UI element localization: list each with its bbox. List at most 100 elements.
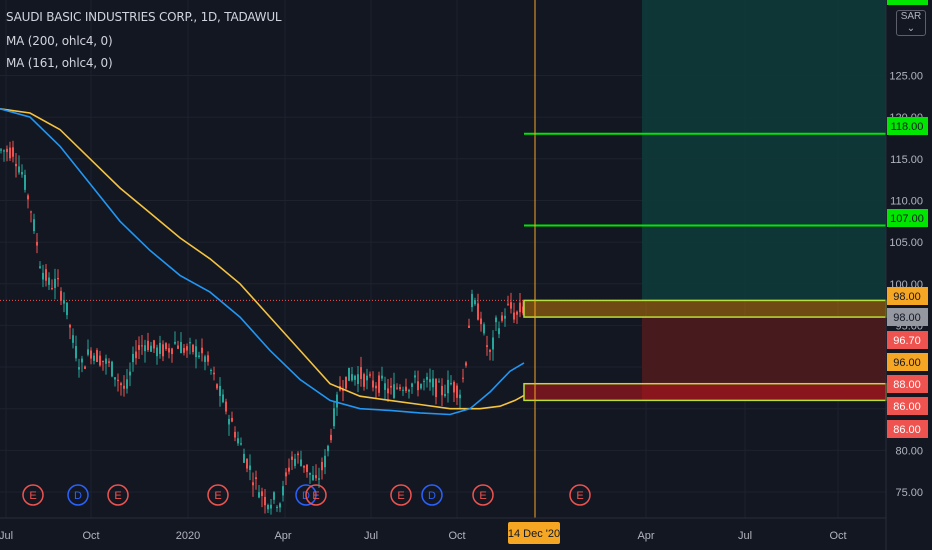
candle-body — [243, 453, 245, 463]
candle-body — [96, 350, 98, 363]
candle-body — [501, 315, 503, 321]
candle-body — [285, 472, 287, 477]
ma-200-line — [0, 108, 525, 416]
candle-body — [411, 383, 413, 387]
candle-body — [405, 386, 407, 391]
candle-body — [294, 458, 296, 466]
candle-body — [162, 344, 164, 357]
candle-body — [219, 385, 221, 396]
candle-body — [366, 375, 368, 381]
candle-body — [24, 174, 26, 190]
candle-body — [84, 366, 86, 369]
candle-body — [141, 345, 143, 347]
symbol-title[interactable]: SAUDI BASIC INDUSTRIES CORP., 1D, TADAWU… — [6, 10, 282, 24]
candle-body — [477, 303, 479, 320]
candle-body — [27, 195, 29, 200]
candle-body — [468, 325, 470, 328]
candle-body — [171, 348, 173, 355]
candle-body — [513, 312, 515, 320]
candle-body — [129, 371, 131, 376]
earnings-marker — [569, 484, 591, 506]
price-axis-label: 110.00 — [890, 195, 923, 207]
candle-body — [111, 361, 113, 377]
candle-body — [279, 503, 281, 508]
time-axis-label: Oct — [82, 530, 99, 542]
candle-body — [333, 408, 335, 427]
price-tag — [887, 117, 928, 135]
profit-zone — [642, 0, 886, 301]
candle-body — [369, 374, 371, 376]
candle-body — [408, 389, 410, 392]
candle-body — [387, 388, 389, 394]
candle-body — [360, 367, 362, 379]
candle-body — [324, 455, 326, 468]
candle-body — [132, 353, 134, 363]
candle-body — [414, 375, 416, 378]
event-marker-label: E — [397, 490, 404, 502]
currency-selector[interactable]: SAR ⌄ — [896, 10, 926, 36]
candle-body — [105, 358, 107, 364]
price-tag — [887, 375, 928, 393]
candle-body — [234, 431, 236, 438]
candle-body — [348, 367, 350, 381]
candle-body — [465, 362, 467, 366]
candle-body — [327, 445, 329, 452]
candle-body — [246, 458, 248, 469]
candle-body — [93, 355, 95, 361]
candle-body — [228, 418, 230, 425]
candle-body — [138, 345, 140, 350]
earnings-marker — [472, 484, 494, 506]
candle-body — [321, 461, 323, 471]
time-axis-label: Jul — [364, 530, 378, 542]
price-tag-top-partial — [887, 0, 928, 5]
event-marker-label: D — [428, 490, 436, 502]
candle-body — [126, 379, 128, 389]
candle-body — [396, 387, 398, 389]
candle-body — [462, 377, 464, 379]
ma-200-legend[interactable]: MA (200, ohlc4, 0) — [6, 34, 113, 48]
entry-zone-box[interactable] — [523, 299, 887, 318]
candle-body — [198, 355, 200, 357]
candle-body — [153, 340, 155, 349]
candle-body — [474, 300, 476, 305]
candle-body — [183, 348, 185, 353]
candle-body — [276, 506, 278, 508]
event-marker-label: E — [479, 490, 486, 502]
candle-body — [510, 302, 512, 309]
candle-body — [30, 211, 32, 213]
candle-body — [381, 375, 383, 379]
candle-body — [330, 434, 332, 441]
candle-body — [303, 465, 305, 468]
candle-body — [480, 318, 482, 325]
candle-body — [258, 492, 260, 498]
price-tag-label: 98.00 — [893, 291, 921, 303]
candle-body — [300, 459, 302, 466]
price-tag-label: 86.00 — [893, 424, 921, 436]
crosshair-date-text: 14 Dec '20 — [508, 528, 560, 540]
candle-body — [267, 504, 269, 510]
ma-161-legend[interactable]: MA (161, ohlc4, 0) — [6, 56, 113, 70]
stop-zone-box[interactable] — [523, 382, 887, 402]
candle-body — [273, 492, 275, 500]
price-axis-label: 125.00 — [889, 71, 923, 83]
time-axis-label: 2020 — [176, 530, 200, 542]
candle-body — [399, 387, 401, 390]
candle-body — [3, 150, 5, 152]
candle-body — [402, 389, 404, 391]
candle-body — [6, 148, 8, 153]
time-axis[interactable]: Jul Oct 2020 Apr Jul Oct Apr Jul Oct — [0, 530, 847, 542]
candle-body — [249, 465, 251, 470]
chevron-down-icon: ⌄ — [906, 23, 916, 34]
candle-body — [81, 358, 83, 363]
candle-body — [189, 342, 191, 344]
price-tag — [887, 331, 928, 349]
candlestick-series — [0, 140, 524, 515]
candle-body — [456, 385, 458, 398]
candle-body — [288, 467, 290, 472]
candle-body — [378, 375, 380, 393]
candle-body — [393, 384, 395, 398]
time-axis-label: Jul — [0, 530, 13, 542]
candle-body — [225, 401, 227, 412]
